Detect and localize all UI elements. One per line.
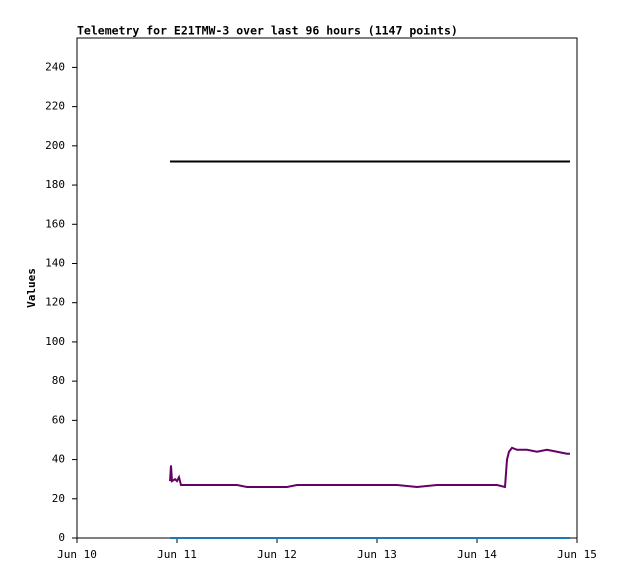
chart-title: Telemetry for E21TMW-3 over last 96 hour…	[77, 24, 458, 38]
y-tick-label: 0	[58, 531, 65, 544]
x-tick-label: Jun 13	[357, 548, 397, 561]
y-tick-label: 120	[45, 296, 65, 309]
y-tick-label: 20	[52, 492, 65, 505]
y-tick-label: 140	[45, 256, 65, 269]
y-tick-label: 180	[45, 178, 65, 191]
x-tick-label: Jun 12	[257, 548, 297, 561]
plot-frame	[76, 37, 578, 539]
y-tick-label: 80	[52, 374, 65, 387]
y-tick-label: 240	[45, 60, 65, 73]
x-tick-label: Jun 11	[157, 548, 197, 561]
y-tick-label: 40	[52, 453, 65, 466]
y-tick-label: 220	[45, 100, 65, 113]
x-tick-label: Jun 10	[57, 548, 97, 561]
y-tick-label: 160	[45, 217, 65, 230]
x-tick-label: Jun 14	[457, 548, 497, 561]
series-line	[169, 446, 570, 489]
y-tick-label: 200	[45, 139, 65, 152]
x-tick-label: Jun 15	[557, 548, 597, 561]
y-axis-label: Values	[25, 268, 38, 308]
y-tick-label: 60	[52, 413, 65, 426]
y-tick-label: 100	[45, 335, 65, 348]
